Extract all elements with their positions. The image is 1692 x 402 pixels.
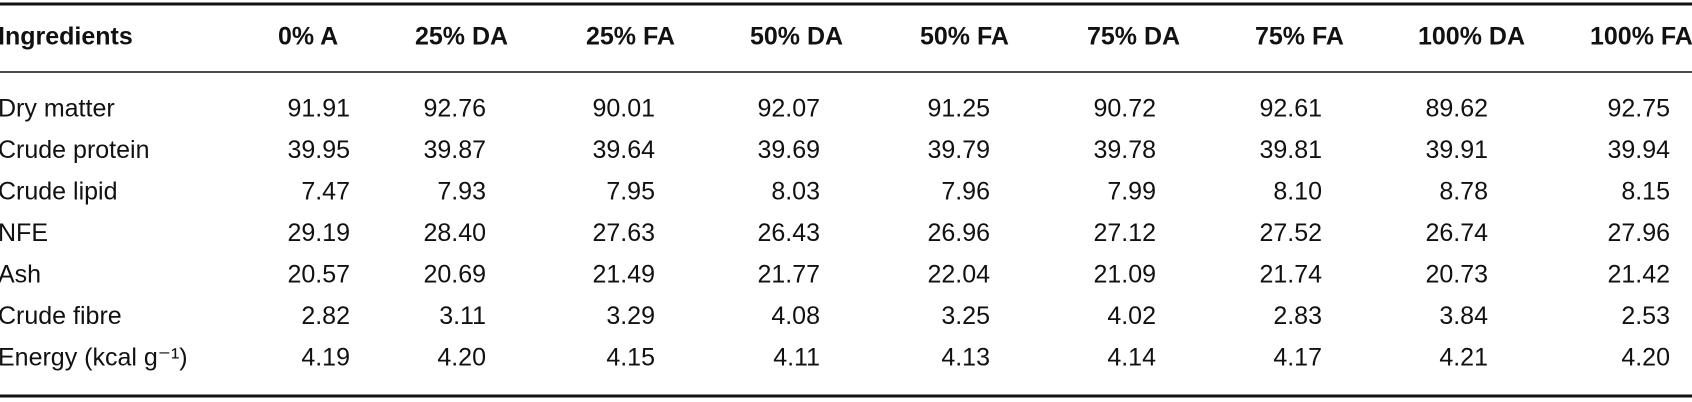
cell: 26.96	[927, 219, 990, 247]
cell: 90.01	[592, 95, 655, 123]
cell: 7.96	[941, 178, 990, 206]
header-cell: 100% DA	[1418, 23, 1525, 51]
cell: 8.78	[1439, 178, 1488, 206]
cell: 4.02	[1107, 302, 1156, 330]
cell: 4.13	[941, 344, 990, 372]
cell: 92.76	[423, 95, 486, 123]
cell: 7.93	[437, 178, 486, 206]
cell: 2.83	[1273, 302, 1322, 330]
cell: 4.17	[1273, 344, 1322, 372]
cell: 4.20	[1621, 344, 1670, 372]
cell: 26.74	[1425, 219, 1488, 247]
header-cell: 0% A	[278, 23, 338, 51]
cell: 4.19	[301, 344, 350, 372]
cell: 27.63	[592, 219, 655, 247]
row-label: Crude fibre	[0, 302, 122, 330]
cell: 39.94	[1607, 136, 1670, 164]
cell: 3.29	[606, 302, 655, 330]
cell: 39.91	[1425, 136, 1488, 164]
cell: 21.42	[1607, 261, 1670, 289]
cell: 8.15	[1621, 178, 1670, 206]
cell: 21.09	[1093, 261, 1156, 289]
cell: 29.19	[287, 219, 350, 247]
cell: 21.49	[592, 261, 655, 289]
header-cell: Ingredients	[0, 23, 133, 51]
cell: 2.53	[1621, 302, 1670, 330]
cell: 39.87	[423, 136, 486, 164]
header-cell: 50% FA	[920, 23, 1009, 51]
header-cell: 75% FA	[1255, 23, 1344, 51]
cell: 22.04	[927, 261, 990, 289]
cell: 4.15	[606, 344, 655, 372]
cell: 3.84	[1439, 302, 1488, 330]
cell: 20.69	[423, 261, 486, 289]
cell: 28.40	[423, 219, 486, 247]
cell: 27.52	[1259, 219, 1322, 247]
cell: 4.08	[771, 302, 820, 330]
header-cell: 25% DA	[415, 23, 508, 51]
header-cell: 100% FA	[1590, 23, 1692, 51]
cell: 90.72	[1093, 95, 1156, 123]
cell: 4.21	[1439, 344, 1488, 372]
header-cell: 75% DA	[1087, 23, 1180, 51]
header-cell: 50% DA	[750, 23, 843, 51]
cell: 7.47	[301, 178, 350, 206]
cell: 8.03	[771, 178, 820, 206]
cell: 8.10	[1273, 178, 1322, 206]
cell: 39.79	[927, 136, 990, 164]
cell: 3.25	[941, 302, 990, 330]
cell: 39.78	[1093, 136, 1156, 164]
cell: 7.95	[606, 178, 655, 206]
cell: 4.20	[437, 344, 486, 372]
cell: 26.43	[757, 219, 820, 247]
cell: 92.07	[757, 95, 820, 123]
row-label: NFE	[0, 219, 48, 247]
row-label: Energy (kcal g⁻¹)	[0, 344, 188, 372]
cell: 21.74	[1259, 261, 1322, 289]
cell: 20.57	[287, 261, 350, 289]
cell: 2.82	[301, 302, 350, 330]
row-label: Crude lipid	[0, 178, 118, 206]
row-label: Ash	[0, 261, 41, 289]
cell: 27.96	[1607, 219, 1670, 247]
cell: 92.61	[1259, 95, 1322, 123]
cell: 91.25	[927, 95, 990, 123]
row-label: Crude protein	[0, 136, 149, 164]
cell: 27.12	[1093, 219, 1156, 247]
cell: 7.99	[1107, 178, 1156, 206]
cell: 20.73	[1425, 261, 1488, 289]
cell: 4.11	[773, 344, 820, 372]
cell: 89.62	[1425, 95, 1488, 123]
cell: 21.77	[757, 261, 820, 289]
cell: 3.11	[439, 302, 486, 330]
cell: 39.64	[592, 136, 655, 164]
cell: 92.75	[1607, 95, 1670, 123]
cell: 4.14	[1107, 344, 1156, 372]
cell: 91.91	[287, 95, 350, 123]
cell: 39.69	[757, 136, 820, 164]
row-label: Dry matter	[0, 95, 115, 123]
cell: 39.81	[1259, 136, 1322, 164]
cell: 39.95	[287, 136, 350, 164]
header-cell: 25% FA	[586, 23, 675, 51]
